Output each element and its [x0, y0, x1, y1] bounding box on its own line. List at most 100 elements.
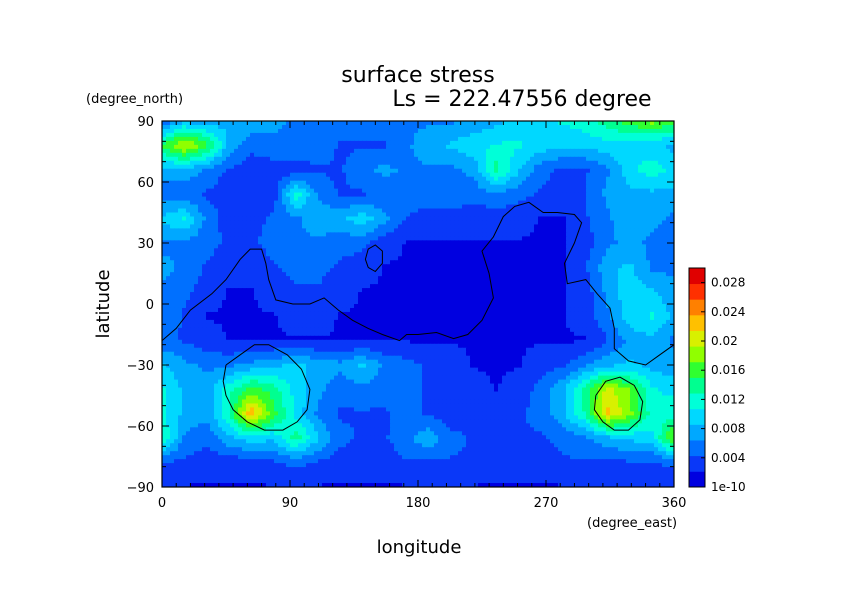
heatmap-cell — [234, 240, 239, 245]
heatmap-cell — [230, 144, 235, 150]
heatmap-cell — [422, 168, 427, 174]
heatmap-cell — [514, 136, 519, 142]
heatmap-cell — [210, 196, 215, 202]
heatmap-cell — [478, 176, 483, 182]
heatmap-cell — [666, 212, 671, 218]
heatmap-cell — [658, 212, 663, 218]
heatmap-cell — [346, 252, 351, 257]
heatmap-cell — [206, 272, 211, 277]
heatmap-cell — [622, 168, 627, 174]
heatmap-cell — [630, 232, 635, 237]
heatmap-cell — [390, 128, 395, 134]
heatmap-cell — [258, 236, 263, 241]
heatmap-cell — [314, 196, 319, 202]
heatmap-cell — [290, 188, 295, 194]
heatmap-cell — [386, 260, 391, 265]
heatmap-cell — [574, 252, 579, 257]
heatmap-cell — [374, 176, 379, 182]
heatmap-cell — [162, 136, 167, 142]
heatmap-cell — [538, 176, 543, 182]
heatmap-cell — [374, 220, 379, 226]
heatmap-cell — [378, 192, 383, 198]
heatmap-cell — [502, 192, 507, 198]
heatmap-cell — [382, 236, 387, 241]
heatmap-cell — [518, 248, 523, 253]
heatmap-cell — [306, 248, 311, 253]
heatmap-cell — [490, 156, 495, 162]
heatmap-cell — [490, 152, 495, 158]
heatmap-cell — [466, 152, 471, 158]
heatmap-cell — [594, 244, 599, 249]
heatmap-cell — [286, 256, 291, 261]
heatmap-cell — [374, 128, 379, 134]
heatmap-cell — [626, 168, 631, 174]
heatmap-cell — [502, 256, 507, 261]
heatmap-cell — [614, 268, 619, 273]
heatmap-cell — [446, 164, 451, 170]
heatmap-cell — [462, 260, 467, 265]
heatmap-cell — [662, 260, 667, 265]
heatmap-cell — [234, 252, 239, 257]
heatmap-cell — [218, 252, 223, 257]
heatmap-cell — [310, 240, 315, 245]
heatmap-cell — [182, 164, 187, 170]
heatmap-cell — [274, 228, 279, 233]
heatmap-cell — [610, 256, 615, 261]
heatmap-cell — [218, 212, 223, 218]
heatmap-cell — [202, 136, 207, 142]
heatmap-cell — [518, 264, 523, 269]
heatmap-cell — [458, 240, 463, 245]
heatmap-cell — [202, 176, 207, 182]
heatmap-cell — [302, 128, 307, 134]
heatmap-cell — [194, 236, 199, 241]
heatmap-cell — [622, 240, 627, 245]
heatmap-cell — [254, 268, 259, 273]
heatmap-cell — [454, 152, 459, 158]
heatmap-cell — [426, 240, 431, 245]
heatmap-cell — [266, 224, 271, 230]
heatmap-cell — [278, 260, 283, 265]
heatmap-cell — [650, 204, 655, 210]
heatmap-cell — [338, 172, 343, 178]
heatmap-cell — [662, 152, 667, 158]
heatmap-cell — [246, 172, 251, 178]
heatmap-cell — [226, 124, 231, 130]
heatmap-cell — [670, 252, 674, 257]
heatmap-cell — [450, 236, 455, 241]
heatmap-cell — [522, 200, 527, 206]
heatmap-cell — [370, 216, 375, 222]
heatmap-cell — [570, 148, 575, 154]
heatmap-cell — [298, 252, 303, 257]
heatmap-cell — [346, 224, 351, 230]
heatmap-cell — [446, 184, 451, 190]
heatmap-cell — [462, 124, 467, 130]
heatmap-cell — [246, 140, 251, 146]
heatmap-cell — [546, 176, 551, 182]
heatmap-cell — [330, 176, 335, 182]
heatmap-cell — [214, 272, 219, 277]
heatmap-cell — [482, 224, 487, 230]
heatmap-cell — [354, 268, 359, 273]
heatmap-cell — [526, 236, 531, 241]
heatmap-cell — [642, 200, 647, 206]
heatmap-cell — [418, 196, 423, 202]
heatmap-cell — [162, 196, 167, 202]
heatmap-cell — [278, 220, 283, 226]
heatmap-cell — [254, 132, 259, 138]
heatmap-cell — [294, 136, 299, 142]
heatmap-cell — [278, 136, 283, 142]
heatmap-cell — [610, 188, 615, 194]
heatmap-cell — [562, 124, 567, 130]
heatmap-cell — [486, 124, 491, 130]
heatmap-cell — [410, 248, 415, 253]
heatmap-cell — [374, 164, 379, 170]
heatmap-cell — [454, 144, 459, 150]
heatmap-cell — [542, 256, 547, 261]
heatmap-cell — [334, 212, 339, 218]
heatmap-cell — [402, 121, 407, 126]
heatmap-cell — [210, 144, 215, 150]
heatmap-cell — [422, 272, 427, 277]
heatmap-cell — [474, 244, 479, 249]
heatmap-cell — [386, 172, 391, 178]
heatmap-cell — [550, 200, 555, 206]
